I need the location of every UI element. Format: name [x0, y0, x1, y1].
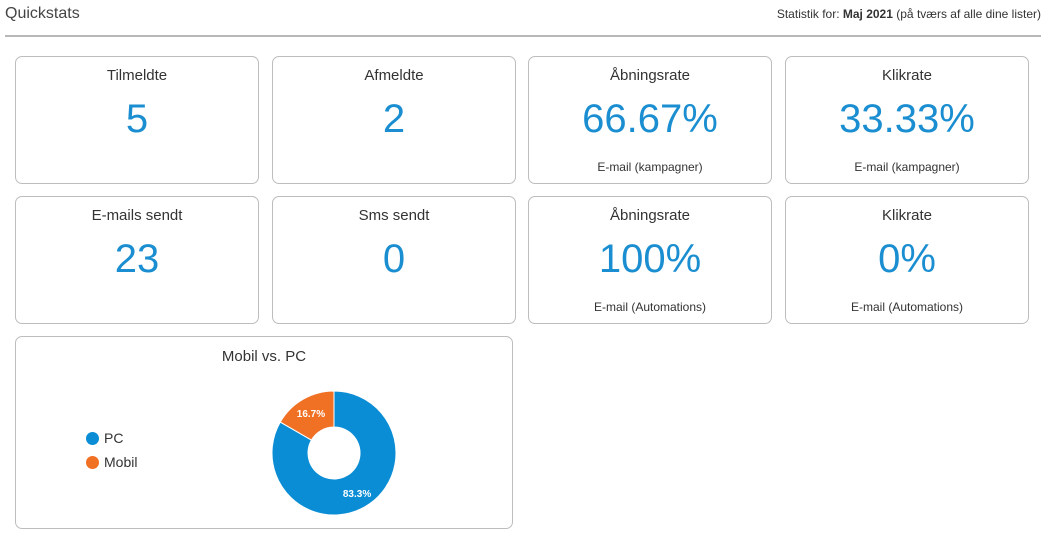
card-open-rate-campaigns: Åbningsrate 66.67% E-mail (kampagner)	[528, 56, 772, 184]
card-sublabel: E-mail (kampagner)	[597, 160, 703, 174]
stat-scope: (på tværs af alle dine lister)	[896, 7, 1041, 21]
statistics-period: Statistik for: Maj 2021 (på tværs af all…	[777, 7, 1041, 21]
quickstats-header: Quickstats Statistik for: Maj 2021 (på t…	[5, 0, 1041, 37]
card-value: 33.33%	[839, 97, 975, 141]
card-sublabel: E-mail (Automations)	[850, 300, 964, 314]
card-value: 23	[114, 237, 160, 281]
card-value: 5	[125, 97, 149, 141]
page-title: Quickstats	[5, 5, 80, 22]
card-sms-sent: Sms sendt 0	[272, 196, 516, 324]
legend-label-mobil: Mobil	[104, 454, 138, 470]
chart-title: Mobil vs. PC	[221, 348, 307, 365]
card-emails-sent: E-mails sendt 23	[15, 196, 259, 324]
card-label: E-mails sendt	[91, 207, 183, 224]
card-value: 100%	[598, 237, 702, 281]
card-unsubscribed: Afmeldte 2	[272, 56, 516, 184]
legend-dot-mobil	[86, 456, 99, 469]
donut-label-pc: 83.3%	[343, 489, 371, 500]
card-label: Afmeldte	[364, 67, 424, 84]
mobile-vs-pc-chart-card: Mobil vs. PC PC Mobil 83.3% 16.7%	[15, 336, 513, 529]
card-open-rate-automations: Åbningsrate 100% E-mail (Automations)	[528, 196, 772, 324]
card-sublabel: E-mail (kampagner)	[854, 160, 960, 174]
card-sublabel: E-mail (Automations)	[593, 300, 707, 314]
donut-slice-mobil[interactable]	[279, 390, 335, 441]
donut-slice-pc[interactable]	[271, 390, 397, 516]
legend-label-pc: PC	[104, 430, 124, 446]
card-click-rate-campaigns: Klikrate 33.33% E-mail (kampagner)	[785, 56, 1029, 184]
card-label: Sms sendt	[358, 207, 430, 224]
card-value: 0%	[878, 237, 936, 281]
stat-prefix: Statistik for:	[776, 7, 840, 21]
card-label: Åbningsrate	[609, 67, 691, 84]
legend-dot-pc	[86, 432, 99, 445]
card-label: Tilmeldte	[106, 67, 168, 84]
stat-period: Maj 2021	[842, 7, 893, 21]
card-value: 0	[382, 237, 406, 281]
card-subscribed: Tilmeldte 5	[15, 56, 259, 184]
card-value: 66.67%	[582, 97, 718, 141]
donut-chart: 83.3% 16.7%	[271, 390, 397, 516]
donut-label-mobil: 16.7%	[297, 409, 325, 420]
card-value: 2	[382, 97, 406, 141]
card-label: Klikrate	[881, 67, 933, 84]
card-label: Åbningsrate	[609, 207, 691, 224]
card-click-rate-automations: Klikrate 0% E-mail (Automations)	[785, 196, 1029, 324]
card-label: Klikrate	[881, 207, 933, 224]
